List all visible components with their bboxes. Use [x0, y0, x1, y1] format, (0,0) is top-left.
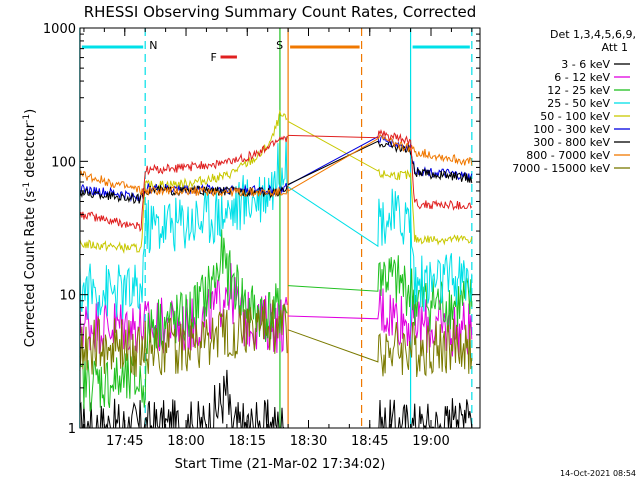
legend-label-2: 12 - 25 keV — [547, 84, 610, 97]
x-tick-label-4: 18:45 — [351, 434, 388, 449]
x-tick-label-2: 18:15 — [229, 434, 266, 449]
x-axis-label: Start Time (21-Mar-02 17:34:02) — [175, 457, 386, 472]
x-tick-label-3: 18:30 — [290, 434, 327, 449]
plot-frame — [79, 27, 481, 429]
legend-label-0: 3 - 6 keV — [561, 58, 610, 71]
series-3-segment-0 — [79, 137, 288, 320]
series-3-segment-1 — [287, 186, 473, 312]
y-axis-label: Corrected Count Rate (s-1 detector-1) — [22, 109, 38, 347]
series-0-segment-1 — [288, 398, 473, 430]
chart-title: RHESSI Observing Summary Count Rates, Co… — [84, 3, 477, 21]
series-9-segment-0 — [79, 135, 288, 233]
legend-label-3: 25 - 50 keV — [547, 97, 610, 110]
y-tick-label-1: 10 — [59, 289, 76, 304]
data-series — [79, 109, 473, 430]
series-8-segment-1 — [287, 318, 473, 378]
flag-bars: NFS — [81, 39, 470, 64]
flag-letter-0: N — [149, 39, 157, 52]
legend-label-6: 300 - 800 keV — [533, 136, 610, 149]
legend-header-line2: Att 1 — [602, 41, 628, 54]
series-1-segment-0 — [79, 263, 288, 354]
series-6-segment-1 — [287, 140, 473, 185]
series-9-segment-1 — [288, 129, 473, 211]
series-2-segment-0 — [79, 229, 288, 412]
series-8-segment-0 — [79, 299, 288, 377]
axis-ticks: 17:45 18:00 18:15 18:30 18:45 19:00 1 10 100 1000 — [43, 22, 480, 449]
series-6-segment-0 — [79, 183, 288, 205]
x-tick-label-5: 19:00 — [412, 434, 449, 449]
legend-label-1: 6 - 12 keV — [554, 71, 610, 84]
legend-label-8: 7000 - 15000 keV — [512, 162, 610, 175]
series-7-segment-0 — [79, 170, 288, 198]
flag-letter-1: F — [211, 51, 217, 64]
legend-label-7: 800 - 7000 keV — [526, 149, 610, 162]
y-tick-label-2: 100 — [51, 155, 76, 170]
series-4-segment-0 — [79, 109, 288, 255]
legend-header-line1: Det 1,3,4,5,6,9, — [550, 28, 636, 41]
series-4-segment-1 — [287, 120, 473, 246]
legend-label-5: 100 - 300 keV — [533, 123, 610, 136]
x-tick-label-0: 17:45 — [106, 434, 143, 449]
y-tick-label-3: 1000 — [43, 22, 76, 37]
legend-label-4: 50 - 100 keV — [540, 110, 610, 123]
series-7-segment-1 — [287, 134, 473, 192]
x-tick-label-1: 18:00 — [167, 434, 204, 449]
timestamp: 14-Oct-2021 08:54 — [560, 469, 636, 478]
y-tick-label-0: 1 — [68, 422, 76, 437]
flag-letter-2: S — [276, 39, 283, 52]
